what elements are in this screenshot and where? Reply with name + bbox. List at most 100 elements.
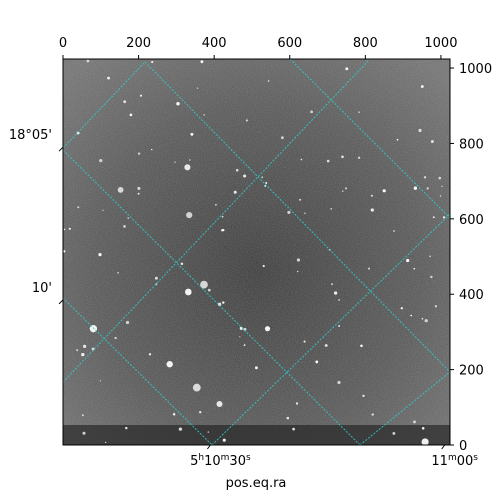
right-pixel-axis: 0 200 400 600 800 1000 [450, 62, 492, 454]
star [107, 76, 110, 80]
star [125, 320, 130, 325]
star [421, 317, 424, 320]
star [217, 302, 222, 306]
star [337, 380, 341, 385]
right-tick-label: 1000 [459, 62, 492, 77]
star [300, 158, 303, 161]
star [261, 176, 264, 179]
star [184, 164, 191, 171]
star [166, 361, 173, 368]
star [287, 210, 291, 214]
left-tick-label: 10' [32, 281, 52, 296]
star [424, 319, 428, 323]
top-tick-label: 600 [277, 36, 302, 51]
left-tick-label: 18°05' [9, 128, 52, 143]
star [420, 85, 424, 88]
top-tick-label: 1000 [424, 36, 457, 51]
top-tick-label: 800 [353, 36, 378, 51]
star [174, 161, 176, 163]
star [413, 267, 416, 270]
star [239, 336, 241, 338]
star [129, 113, 133, 117]
star [82, 344, 87, 349]
star [371, 413, 374, 416]
star [81, 414, 84, 417]
star [421, 438, 429, 445]
star [304, 212, 306, 214]
star [264, 326, 271, 332]
star [434, 305, 438, 308]
top-tick-label: 200 [126, 36, 151, 51]
star [63, 228, 66, 231]
star [286, 416, 290, 420]
bottom-tick-label: 11m00s [431, 453, 478, 469]
star [186, 212, 193, 219]
star [137, 192, 140, 195]
top-tick-label: 0 [59, 36, 67, 51]
star [86, 59, 90, 63]
star [199, 411, 202, 414]
star [148, 353, 152, 356]
star [368, 267, 370, 270]
star [393, 230, 395, 232]
star [338, 299, 340, 301]
star [330, 208, 332, 210]
star [99, 158, 103, 163]
star [98, 253, 102, 257]
star [430, 275, 433, 279]
star [117, 187, 124, 193]
star [421, 427, 425, 430]
grid-line [289, 59, 450, 219]
star [114, 336, 117, 340]
right-tick-label: 200 [459, 364, 484, 379]
bottom-tick [206, 444, 211, 450]
grid-line [63, 61, 146, 149]
star [117, 272, 119, 274]
star [280, 136, 284, 140]
star [215, 203, 217, 206]
star [370, 194, 373, 197]
star [192, 383, 201, 392]
star [127, 217, 129, 219]
stars [63, 59, 446, 445]
star [176, 102, 180, 106]
left-tick [58, 299, 64, 305]
right-tick-label: 0 [459, 439, 467, 454]
star [254, 366, 258, 370]
top-pixel-axis: 0 200 400 600 800 1000 [59, 36, 457, 59]
star [338, 325, 341, 327]
star [413, 420, 416, 424]
star [123, 225, 126, 228]
star [139, 94, 143, 97]
coordinate-grid [63, 59, 450, 445]
star [429, 255, 431, 258]
star [216, 400, 223, 408]
star [267, 80, 270, 82]
star [438, 176, 442, 180]
star [172, 412, 176, 416]
star [400, 307, 403, 310]
star [370, 208, 374, 212]
star [413, 186, 418, 190]
star [423, 176, 427, 179]
star [222, 438, 226, 442]
star [243, 344, 246, 346]
star [245, 119, 248, 122]
star [200, 60, 204, 64]
star [68, 227, 71, 230]
star [207, 288, 211, 292]
star [357, 156, 361, 159]
star [235, 168, 239, 172]
star [89, 325, 98, 333]
star [439, 195, 442, 197]
star [341, 155, 344, 159]
star [426, 187, 429, 190]
star [151, 60, 154, 64]
star [151, 148, 153, 151]
star [299, 198, 302, 201]
star [331, 283, 333, 285]
star [221, 228, 225, 232]
star [342, 190, 344, 192]
star [396, 138, 399, 141]
